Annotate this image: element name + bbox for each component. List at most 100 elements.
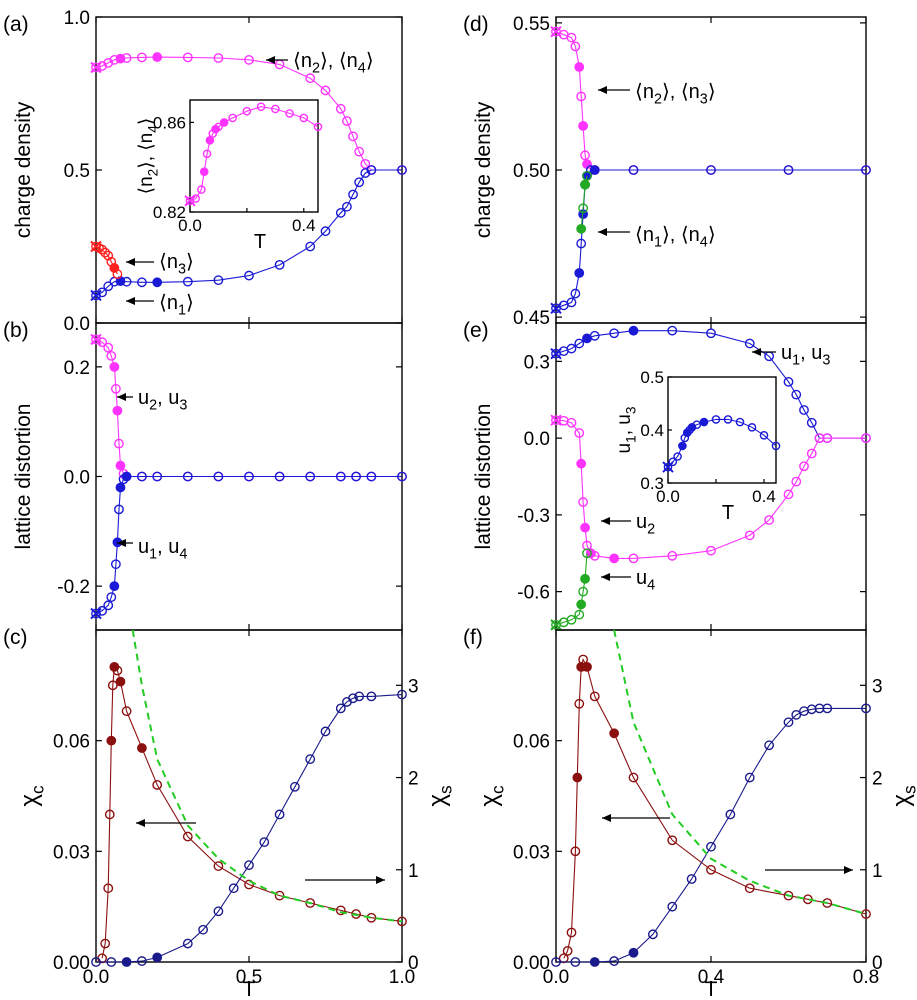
series-darkred-marker bbox=[335, 905, 346, 916]
series-magenta-cross-marker bbox=[90, 61, 102, 74]
y-axis-label: charge density bbox=[472, 101, 495, 238]
series-darkred-marker bbox=[244, 879, 254, 890]
label-part: , bbox=[800, 342, 811, 364]
series-blue-marker bbox=[589, 165, 600, 175]
y-axis-label: lattice distortion bbox=[472, 404, 495, 550]
annotation-label: ⟨n1​⟩ bbox=[159, 292, 194, 319]
series-darkred-marker bbox=[100, 938, 111, 949]
inset-series-marker bbox=[723, 415, 733, 424]
series-darkred-marker bbox=[783, 890, 794, 901]
series-blue-marker bbox=[103, 600, 114, 611]
inset-series-marker bbox=[771, 441, 781, 451]
series-navy-marker bbox=[259, 837, 270, 848]
series-blue-marker bbox=[783, 376, 794, 387]
inset-series-marker bbox=[747, 423, 757, 432]
series-navy-marker bbox=[589, 957, 600, 967]
y-tick-label: -0.3 bbox=[517, 506, 550, 527]
series-navy-marker bbox=[348, 693, 358, 704]
series-magenta-marker bbox=[244, 54, 254, 65]
series-magenta-marker bbox=[354, 146, 365, 157]
series-magenta-marker bbox=[578, 497, 589, 507]
y-tick-label: 0.03 bbox=[513, 842, 550, 863]
series-blue-line bbox=[555, 330, 866, 439]
annotation-arrow-head bbox=[752, 348, 761, 356]
series-darkred-marker bbox=[628, 772, 639, 783]
series-blue-marker bbox=[366, 165, 377, 175]
inset-series-cross-marker bbox=[662, 461, 674, 473]
annotation-arrow-head bbox=[117, 539, 126, 547]
inset-series-marker bbox=[199, 167, 209, 176]
series-navy-marker bbox=[335, 703, 346, 714]
series-red-marker bbox=[100, 247, 111, 258]
series-navy-marker bbox=[686, 874, 697, 884]
inset-y-label: ⟨n2​⟩, ⟨n4​⟩ bbox=[136, 118, 160, 195]
series-blue-cross-marker bbox=[90, 289, 102, 302]
annotation-arrow-head bbox=[117, 393, 126, 401]
series-navy-marker bbox=[551, 957, 561, 967]
label-subscript: 3 bbox=[822, 353, 830, 369]
series-magenta-marker bbox=[110, 383, 121, 394]
panel-label: (a) bbox=[3, 13, 29, 36]
series-magenta-marker bbox=[822, 433, 833, 444]
series-darkred-marker bbox=[112, 665, 123, 676]
inset-series-cross-marker bbox=[184, 195, 196, 207]
y-tick-label-right: 0 bbox=[872, 953, 883, 974]
series-blue-marker bbox=[783, 165, 794, 175]
series-blue-marker bbox=[589, 330, 600, 341]
series-magenta-marker bbox=[109, 361, 120, 372]
series-blue-marker bbox=[109, 581, 120, 592]
label-subscript: s bbox=[900, 785, 917, 794]
series-blue-marker bbox=[706, 328, 716, 339]
inset-x-tick-label: 0.4 bbox=[752, 487, 776, 506]
panel-label: (d) bbox=[463, 13, 489, 36]
series-magenta-marker bbox=[580, 522, 590, 533]
series-blue-marker bbox=[136, 471, 147, 482]
series-magenta-marker bbox=[121, 53, 132, 63]
series-blue-marker bbox=[861, 165, 871, 175]
series-darkred-marker bbox=[104, 809, 115, 820]
annotation-label: ⟨n2​⟩, ⟨n3​⟩ bbox=[635, 81, 716, 108]
panel-label: (b) bbox=[3, 319, 29, 342]
label-part: ⟨ bbox=[293, 50, 301, 72]
annotation-label: u4​ bbox=[636, 567, 655, 594]
series-navy-marker bbox=[91, 957, 101, 967]
inset-series-marker bbox=[256, 102, 266, 112]
series-blue-marker bbox=[152, 277, 163, 288]
inset-y-tick-label: 0.86 bbox=[153, 113, 186, 132]
inset-series-marker bbox=[214, 122, 223, 132]
panel-c: 0.00 0.03 0.06 0.0 0.5 1.0 T (c) χc​ 0 1 2 3 χs​ bbox=[3, 626, 456, 1000]
series-darkred-marker bbox=[706, 864, 716, 875]
series-dashed_green-line bbox=[613, 629, 867, 915]
series-blue-marker bbox=[115, 482, 126, 493]
y-tick-label-right: 3 bbox=[408, 676, 419, 697]
inset-series-marker bbox=[673, 452, 682, 461]
series-blue-marker bbox=[397, 165, 407, 175]
series-green-marker bbox=[576, 223, 587, 234]
series-navy-marker bbox=[628, 947, 639, 958]
series-navy-marker bbox=[609, 956, 620, 966]
x-tick-label: 0.0 bbox=[83, 967, 109, 988]
series-magenta-marker bbox=[115, 460, 126, 471]
series-navy-marker bbox=[244, 860, 254, 871]
inset-series-marker bbox=[285, 109, 294, 118]
axis-pointer-arrow-head bbox=[376, 876, 385, 884]
series-darkred-marker bbox=[667, 835, 678, 846]
label-subscript: 3 bbox=[623, 407, 638, 415]
series-magenta-marker bbox=[574, 62, 585, 72]
label-part: ⟩, ⟨ bbox=[320, 50, 347, 72]
series-navy-marker bbox=[198, 924, 209, 935]
inset-series-marker bbox=[185, 196, 195, 206]
series-magenta-marker bbox=[706, 545, 716, 556]
label-base: n bbox=[689, 224, 700, 246]
inset-y-tick-label: 0.3 bbox=[640, 474, 664, 493]
series-blue-marker bbox=[320, 226, 331, 237]
series-blue-marker bbox=[335, 471, 346, 482]
axis-pointer-arrow-head bbox=[602, 814, 611, 822]
inset-x-tick-label: 0.0 bbox=[178, 216, 202, 235]
y-tick-label-right: 2 bbox=[408, 769, 419, 790]
inset-y-label: u1​, u3​ bbox=[614, 407, 638, 454]
series-blue-marker bbox=[609, 328, 620, 339]
panel-label: (e) bbox=[463, 319, 489, 342]
label-subscript: 4 bbox=[647, 578, 655, 594]
